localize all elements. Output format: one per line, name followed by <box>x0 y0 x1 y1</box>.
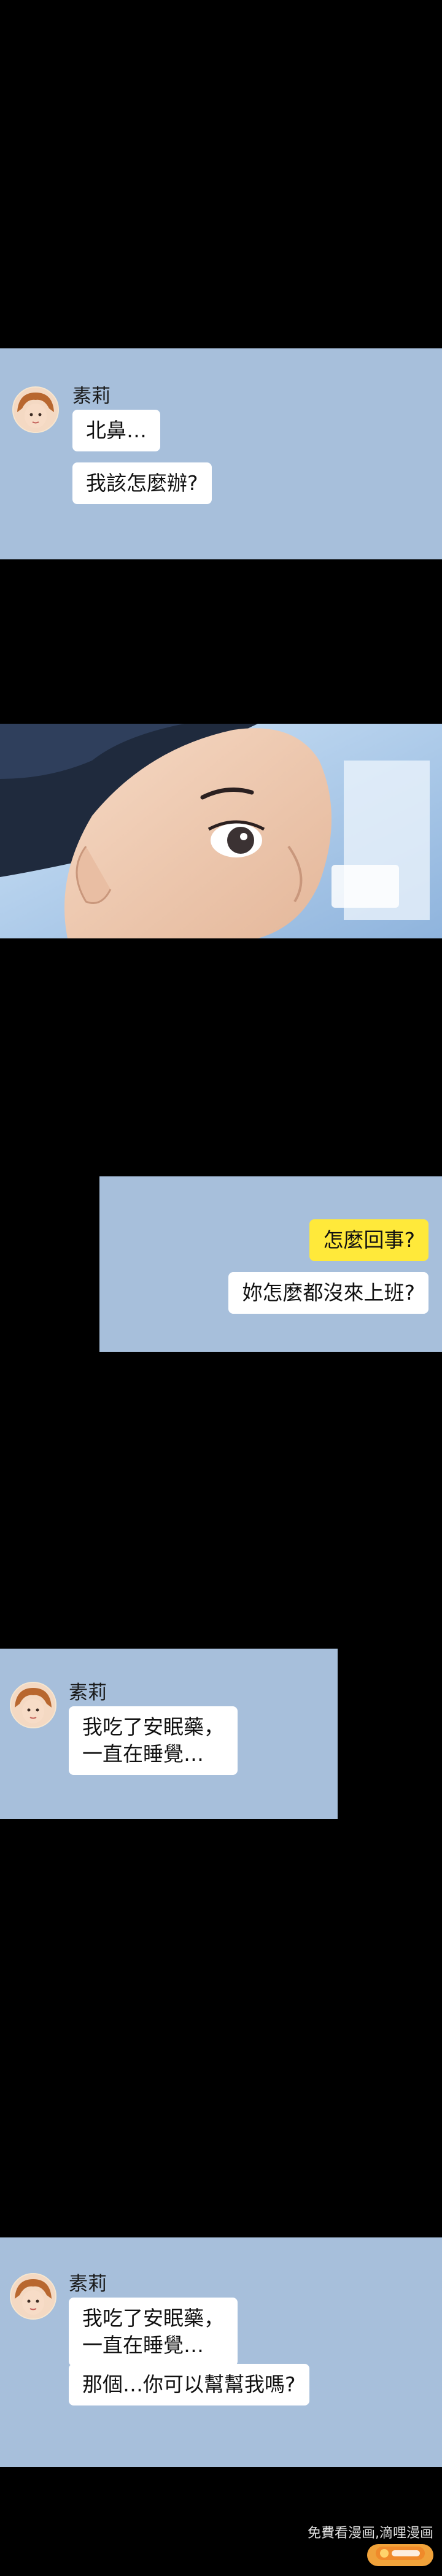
watermark-text: 免費看漫画,滴哩漫画 <box>308 2526 433 2541</box>
sender-name: 素莉 <box>69 1682 107 1704</box>
suli-avatar <box>10 2273 56 2320</box>
man-closeup-illustration <box>0 724 442 938</box>
suli-avatar <box>10 1682 56 1728</box>
message-bubble-outgoing: 怎麼回事? <box>309 1219 428 1261</box>
sender-name: 素莉 <box>69 2273 107 2295</box>
message-bubble: 北鼻… <box>72 410 160 451</box>
chat-panel-2: 怎麼回事? 妳怎麼都沒來上班? <box>99 1176 442 1352</box>
suli-avatar-icon <box>14 388 58 432</box>
suli-avatar <box>12 386 59 433</box>
suli-avatar-icon <box>11 1683 55 1727</box>
chat-panel-4: 素莉 我吃了安眠藥， 一直在睡覺… 那個…你可以幫幫我嗎? <box>0 2237 442 2467</box>
man-face-image <box>0 724 442 938</box>
message-bubble: 那個…你可以幫幫我嗎? <box>69 2364 309 2405</box>
watermark-logo-icon <box>376 2547 425 2560</box>
message-bubble-outgoing: 妳怎麼都沒來上班? <box>228 1272 428 1314</box>
chat-panel-1: 素莉 北鼻… 我該怎麼辦? <box>0 348 442 559</box>
message-bubble: 我吃了安眠藥， 一直在睡覺… <box>69 1706 238 1775</box>
message-bubble: 我該怎麼辦? <box>72 462 212 504</box>
message-bubble: 我吃了安眠藥， 一直在睡覺… <box>69 2298 238 2366</box>
suli-avatar-icon <box>11 2274 55 2318</box>
watermark-logo <box>367 2544 433 2566</box>
watermark: 免費看漫画,滴哩漫画 <box>308 2522 433 2566</box>
chat-panel-3: 素莉 我吃了安眠藥， 一直在睡覺… <box>0 1649 338 1819</box>
sender-name: 素莉 <box>72 385 110 407</box>
